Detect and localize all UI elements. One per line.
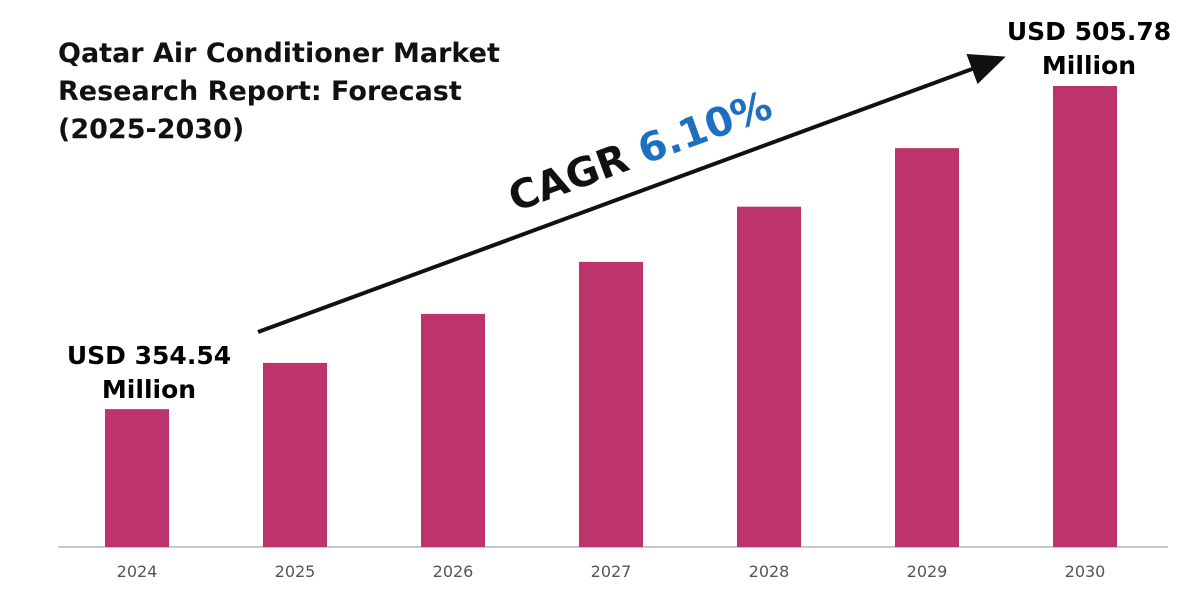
chart-title-line-1: Qatar Air Conditioner Market — [58, 38, 500, 69]
bar-2026 — [421, 313, 485, 547]
end-value-label: USD 505.78 Million — [1007, 17, 1171, 80]
chart-title-line-3: (2025-2030) — [58, 114, 244, 145]
x-tick-2030: 2030 — [1065, 562, 1106, 581]
bar-2029 — [895, 148, 959, 547]
end-value-line-2: Million — [1042, 51, 1136, 80]
start-value-line-1: USD 354.54 — [67, 341, 231, 370]
cagr-prefix: CAGR — [503, 131, 648, 222]
chart-title-line-2: Research Report: Forecast — [58, 76, 462, 107]
bar-2024 — [105, 409, 169, 547]
bar-2025 — [263, 362, 327, 547]
cagr-value: 6.10% — [632, 83, 778, 174]
x-tick-2026: 2026 — [433, 562, 474, 581]
cagr-trend-arrow — [257, 54, 1006, 334]
end-value-line-1: USD 505.78 — [1007, 17, 1171, 46]
bars — [105, 86, 1117, 547]
chart-title: Qatar Air Conditioner Market Research Re… — [58, 38, 500, 145]
x-tick-2029: 2029 — [907, 562, 948, 581]
bar-2027 — [579, 261, 643, 547]
x-tick-2024: 2024 — [117, 562, 158, 581]
x-tick-2028: 2028 — [749, 562, 790, 581]
start-value-label: USD 354.54 Million — [67, 341, 231, 404]
x-tick-labels: 2024 2025 2026 2027 2028 2029 2030 — [117, 562, 1106, 581]
start-value-line-2: Million — [102, 375, 196, 404]
bar-2028 — [737, 206, 801, 547]
cagr-label: CAGR 6.10% — [503, 83, 779, 222]
x-tick-2025: 2025 — [275, 562, 316, 581]
x-tick-2027: 2027 — [591, 562, 632, 581]
bar-2030 — [1053, 86, 1117, 547]
